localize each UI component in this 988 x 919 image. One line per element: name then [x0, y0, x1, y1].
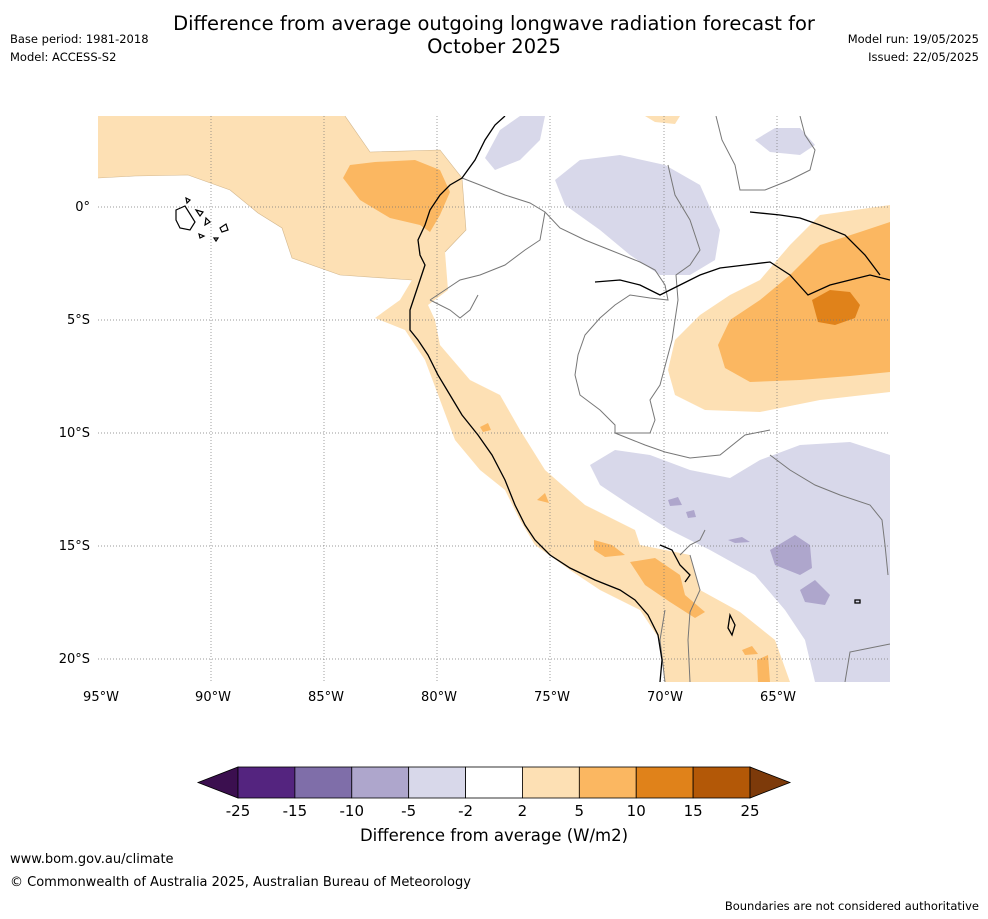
x-tick-65w: 65°W [760, 690, 796, 705]
y-tick-20s: 20°S [59, 652, 90, 667]
colorbar-arrow-left [196, 766, 239, 799]
anomaly-region-light-orange-north [98, 116, 790, 682]
anomaly-region-purple-5 [686, 510, 696, 518]
colorbar-segment [294, 766, 353, 799]
model-name: Model: ACCESS-S2 [10, 50, 117, 64]
anomaly-region-light-purple-south [590, 442, 890, 682]
footer-copyright: © Commonwealth of Australia 2025, Austra… [10, 875, 471, 890]
x-tick-75w: 75°W [534, 690, 570, 705]
anomaly-region-light-orange-nw [645, 116, 680, 124]
map-gridlines [98, 116, 890, 682]
colorbar-title: Difference from average (W/m2) [359, 826, 629, 845]
anomaly-region-dark-orange [812, 290, 860, 325]
footer-url[interactable]: www.bom.gov.au/climate [10, 852, 174, 867]
base-period: Base period: 1981-2018 [10, 32, 149, 46]
colorbar-segment [635, 766, 694, 799]
y-tick-15s: 15°S [59, 539, 90, 554]
anomaly-region-orange-small1 [480, 423, 491, 432]
colorbar-segment [578, 766, 637, 799]
colorbar-tick-label: -5 [401, 802, 416, 820]
meta-right: Model run: 19/05/2025 Issued: 22/05/2025 [848, 30, 979, 66]
title-line-2: October 2025 [427, 35, 561, 58]
y-tick-10s: 10°S [59, 426, 90, 441]
x-tick-95w: 95°W [83, 690, 119, 705]
y-tick-0: 0° [75, 200, 90, 215]
anomaly-region-orange-east [718, 222, 890, 382]
anomaly-region-purple-4 [728, 537, 750, 543]
colorbar-tick-label: 15 [684, 802, 703, 820]
colorbar-segment [522, 766, 580, 799]
colorbar-segment [351, 766, 410, 799]
colorbar-labels: -25 -15 -10 -5 -2 2 5 10 15 25 [226, 802, 760, 820]
colorbar-tick-label: 5 [575, 802, 585, 820]
galapagos-islands [175, 196, 229, 243]
colorbar-tick-label: 10 [627, 802, 646, 820]
anomaly-region-light-purple-top [485, 116, 545, 170]
x-tick-90w: 90°W [195, 690, 231, 705]
anomaly-region-orange-south1 [630, 558, 705, 618]
anomaly-region-purple-3 [668, 497, 682, 506]
colorbar-tick-label: 2 [518, 802, 528, 820]
meta-left: Base period: 1981-2018 Model: ACCESS-S2 [10, 30, 149, 66]
coastline [409, 116, 890, 682]
footer-boundaries-note: Boundaries are not considered authoritat… [724, 899, 979, 913]
anomaly-region-purple-1 [770, 535, 812, 575]
country-borders [429, 116, 890, 682]
anomaly-region-orange-nw [343, 160, 450, 232]
model-run-date: Model run: 19/05/2025 [847, 32, 979, 46]
chart-title: Difference from average outgoing longwav… [0, 12, 988, 58]
x-axis-labels: 95°W 90°W 85°W 80°W 75°W 70°W 65°W [83, 690, 796, 705]
x-tick-80w: 80°W [421, 690, 457, 705]
anomaly-region-orange-small2 [537, 493, 549, 503]
anomaly-region-orange-south2 [594, 540, 625, 557]
colorbar-tick-label: -25 [226, 802, 251, 820]
colorbar-segment [465, 766, 523, 799]
colorbar-tick-label: -2 [458, 802, 473, 820]
y-tick-5s: 5°S [67, 313, 90, 328]
colorbar-tick-label: 25 [740, 802, 759, 820]
x-tick-70w: 70°W [647, 690, 683, 705]
colorbar-segment [408, 766, 466, 799]
colorbar [196, 766, 792, 799]
title-line-1: Difference from average outgoing longwav… [173, 12, 815, 35]
colorbar-segment [692, 766, 751, 799]
colorbar-segment [237, 766, 296, 799]
issued-date: Issued: 22/05/2025 [868, 50, 979, 64]
colorbar-tick-label: -15 [283, 802, 308, 820]
anomaly-region-orange-south4 [742, 646, 758, 655]
y-axis-labels: 0° 5°S 10°S 15°S 20°S [59, 200, 90, 667]
colorbar-tick-label: -10 [340, 802, 365, 820]
x-tick-85w: 85°W [308, 690, 344, 705]
anomaly-region-purple-2 [800, 580, 830, 605]
anomaly-region-light-purple-ne [755, 128, 815, 155]
anomaly-region-light-purple-north [555, 155, 720, 275]
anomaly-region-orange-south3 [757, 655, 770, 682]
colorbar-arrow-right [749, 766, 792, 799]
